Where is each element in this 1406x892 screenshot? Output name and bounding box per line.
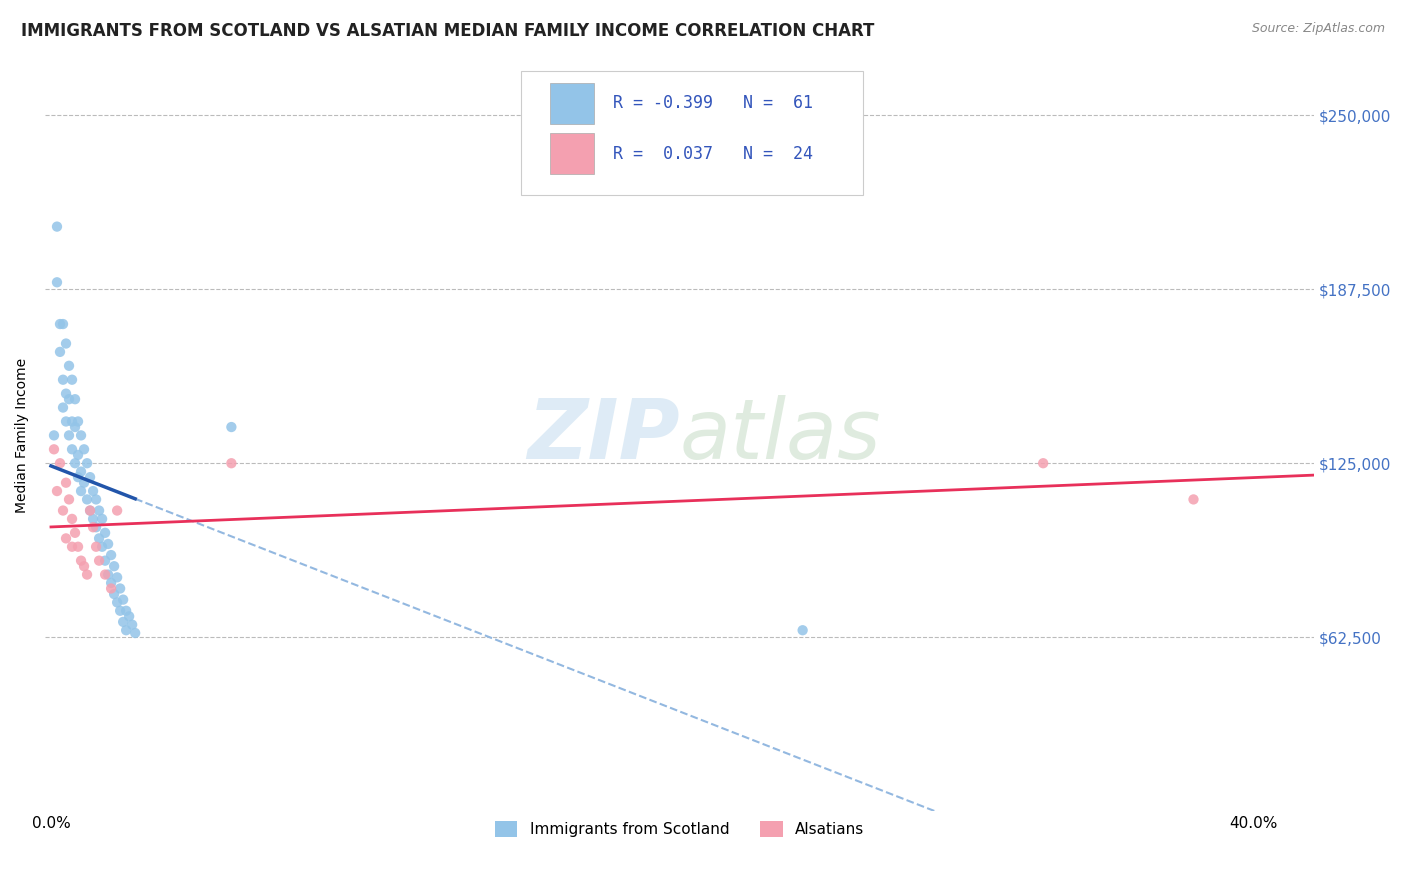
Point (70, 465, 93, 479)
Point (124, 626, 146, 640)
Point (55, 415, 77, 429)
Point (79, 470, 101, 484)
Point (121, 617, 143, 632)
Point (100, 576, 122, 591)
Point (49, 456, 72, 470)
Point (100, 548, 122, 562)
Point (105, 595, 128, 609)
Point (76, 456, 98, 470)
Point (58, 428, 80, 442)
Point (63, 420, 86, 434)
Point (42, 442, 65, 457)
Point (84, 520, 107, 534)
Point (58, 359, 80, 373)
Point (84, 540, 107, 554)
Point (58, 392, 80, 407)
Point (73, 559, 96, 574)
Point (1032, 456, 1054, 470)
Text: R = -0.399   N =  61: R = -0.399 N = 61 (613, 95, 814, 112)
Point (79, 503, 101, 517)
Point (70, 554, 93, 568)
Point (94, 567, 117, 582)
Point (55, 386, 77, 401)
Point (221, 420, 243, 434)
Point (115, 604, 138, 618)
Point (60, 540, 83, 554)
Point (70, 484, 93, 499)
Point (112, 592, 135, 607)
Point (60, 415, 83, 429)
FancyBboxPatch shape (520, 70, 863, 194)
Point (97, 567, 120, 582)
Point (82, 512, 104, 526)
Point (46, 484, 69, 499)
Text: R =  0.037   N =  24: R = 0.037 N = 24 (613, 145, 814, 162)
Point (58, 492, 80, 507)
Point (60, 442, 83, 457)
Y-axis label: Median Family Income: Median Family Income (15, 358, 30, 513)
Point (55, 532, 77, 546)
Point (118, 609, 141, 624)
Point (105, 503, 128, 517)
Point (73, 475, 96, 490)
Point (97, 537, 120, 551)
FancyBboxPatch shape (550, 133, 595, 174)
Text: Source: ZipAtlas.com: Source: ZipAtlas.com (1251, 22, 1385, 36)
Point (49, 344, 72, 359)
Point (100, 582, 122, 596)
Point (63, 392, 86, 407)
Point (49, 317, 72, 331)
Point (103, 559, 125, 574)
FancyBboxPatch shape (550, 83, 595, 124)
Point (70, 428, 93, 442)
Point (42, 428, 65, 442)
Point (52, 401, 75, 415)
Point (46, 275, 69, 289)
Text: atlas: atlas (679, 395, 882, 476)
Point (63, 525, 86, 540)
Point (79, 503, 101, 517)
Legend: Immigrants from Scotland, Alsatians: Immigrants from Scotland, Alsatians (486, 814, 872, 845)
Point (112, 615, 135, 629)
Point (87, 554, 110, 568)
Point (792, 624, 814, 638)
Point (87, 532, 110, 546)
Point (91, 512, 114, 526)
Point (82, 484, 104, 499)
Point (46, 219, 69, 234)
Point (55, 336, 77, 351)
Point (1182, 492, 1205, 507)
Point (76, 567, 98, 582)
Point (84, 492, 107, 507)
Point (103, 587, 125, 601)
Point (67, 540, 90, 554)
Point (94, 554, 117, 568)
Point (67, 470, 90, 484)
Point (63, 456, 86, 470)
Point (60, 512, 83, 526)
Point (105, 570, 128, 584)
Point (67, 448, 90, 462)
Point (82, 520, 104, 534)
Point (73, 442, 96, 457)
Text: ZIP: ZIP (527, 395, 679, 476)
Point (221, 456, 243, 470)
Point (52, 373, 75, 387)
Point (87, 503, 110, 517)
Text: IMMIGRANTS FROM SCOTLAND VS ALSATIAN MEDIAN FAMILY INCOME CORRELATION CHART: IMMIGRANTS FROM SCOTLAND VS ALSATIAN MED… (21, 22, 875, 40)
Point (52, 503, 75, 517)
Point (94, 525, 117, 540)
Point (60, 373, 83, 387)
Point (91, 540, 114, 554)
Point (115, 624, 138, 638)
Point (76, 492, 98, 507)
Point (67, 415, 90, 429)
Point (55, 475, 77, 490)
Point (108, 604, 131, 618)
Point (52, 317, 75, 331)
Point (108, 582, 131, 596)
